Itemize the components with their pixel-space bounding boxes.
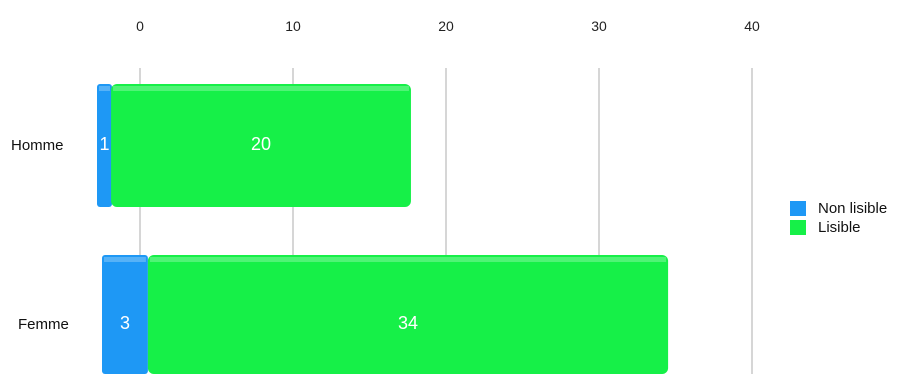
x-tick-label: 10 <box>285 18 301 34</box>
bar-femme-lisible <box>147 255 669 374</box>
bar-femme-non-lisible <box>102 255 148 374</box>
bar-highlight <box>149 257 667 262</box>
value-label: 34 <box>398 313 418 333</box>
category-label-femme: Femme <box>18 316 69 333</box>
bars: 1 20 3 34 <box>97 84 669 374</box>
value-label: 3 <box>120 313 130 333</box>
bar-homme-non-lisible <box>97 84 112 207</box>
legend: Non lisible Lisible <box>790 199 887 237</box>
bar-highlight <box>104 257 146 262</box>
legend-swatch-lisible <box>790 220 806 235</box>
legend-label-lisible: Lisible <box>818 219 861 236</box>
category-label-homme: Homme <box>11 137 64 154</box>
bar-homme-lisible <box>111 84 411 207</box>
x-axis-ticks: 0 10 20 30 40 <box>136 18 760 34</box>
bar-highlight <box>99 86 110 91</box>
x-tick-label: 30 <box>591 18 607 34</box>
bar-highlight <box>113 86 409 91</box>
legend-item-lisible: Lisible <box>790 218 887 237</box>
x-tick-label: 40 <box>744 18 760 34</box>
value-label: 1 <box>99 134 109 154</box>
legend-swatch-non-lisible <box>790 201 806 216</box>
legend-item-non-lisible: Non lisible <box>790 199 887 218</box>
x-tick-label: 0 <box>136 18 144 34</box>
category-labels: Homme Femme <box>11 137 69 333</box>
x-tick-label: 20 <box>438 18 454 34</box>
legend-label-non-lisible: Non lisible <box>818 200 888 217</box>
value-label: 20 <box>251 134 271 154</box>
